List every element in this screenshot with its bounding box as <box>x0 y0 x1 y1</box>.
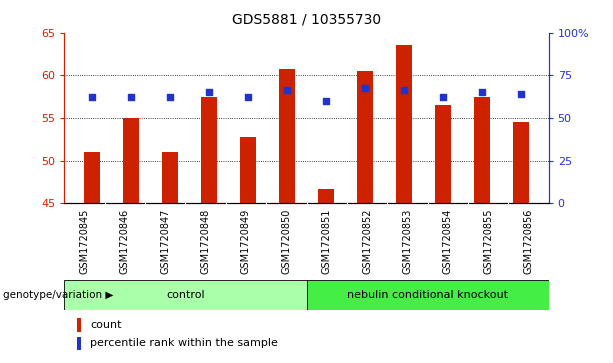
Text: control: control <box>166 290 205 300</box>
Bar <box>77 337 81 350</box>
Bar <box>77 318 81 332</box>
Bar <box>514 122 529 203</box>
Point <box>438 94 448 99</box>
Text: nebulin conditional knockout: nebulin conditional knockout <box>347 290 508 300</box>
Text: percentile rank within the sample: percentile rank within the sample <box>91 338 278 348</box>
Bar <box>162 152 178 203</box>
Bar <box>357 71 373 203</box>
Text: GSM1720848: GSM1720848 <box>200 209 211 274</box>
Bar <box>397 45 412 203</box>
Text: GSM1720854: GSM1720854 <box>443 209 453 274</box>
Point <box>126 94 135 99</box>
Point <box>321 98 331 104</box>
Point <box>478 89 487 95</box>
Text: GSM1720851: GSM1720851 <box>322 209 332 274</box>
Bar <box>279 69 295 203</box>
Text: count: count <box>91 320 122 330</box>
Bar <box>201 97 216 203</box>
Bar <box>318 189 334 203</box>
Bar <box>123 118 139 203</box>
Text: GSM1720846: GSM1720846 <box>120 209 130 274</box>
Point <box>204 89 214 95</box>
Point <box>243 94 253 99</box>
Point <box>399 87 409 93</box>
Text: GSM1720855: GSM1720855 <box>483 209 493 274</box>
Point <box>516 91 526 97</box>
Bar <box>84 152 99 203</box>
Text: GSM1720845: GSM1720845 <box>80 209 89 274</box>
Bar <box>435 105 451 203</box>
Bar <box>240 137 256 203</box>
Text: GSM1720850: GSM1720850 <box>281 209 291 274</box>
Text: genotype/variation ▶: genotype/variation ▶ <box>3 290 113 300</box>
Point <box>87 94 97 99</box>
Point <box>360 85 370 91</box>
Point <box>165 94 175 99</box>
Text: GSM1720849: GSM1720849 <box>241 209 251 274</box>
Text: GSM1720856: GSM1720856 <box>524 209 533 274</box>
Bar <box>64 280 306 310</box>
Text: GSM1720852: GSM1720852 <box>362 209 372 274</box>
Text: GSM1720847: GSM1720847 <box>160 209 170 274</box>
Text: GSM1720853: GSM1720853 <box>402 209 413 274</box>
Text: GDS5881 / 10355730: GDS5881 / 10355730 <box>232 13 381 27</box>
Bar <box>306 280 549 310</box>
Point <box>282 87 292 93</box>
Bar <box>474 97 490 203</box>
